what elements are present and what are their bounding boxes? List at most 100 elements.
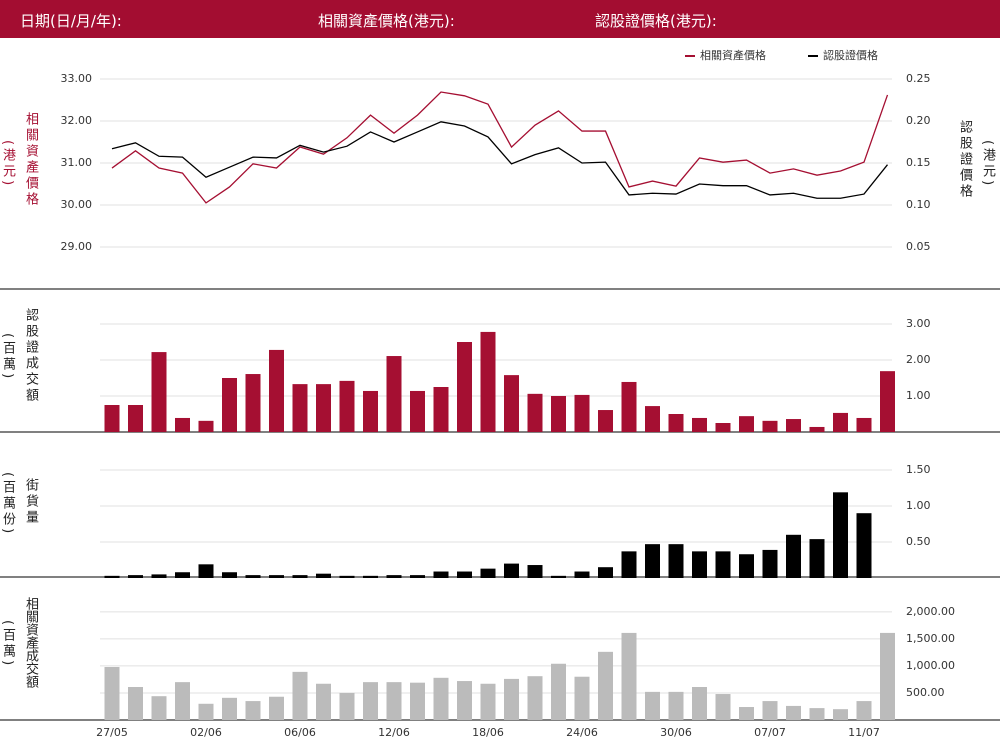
bar <box>645 691 660 720</box>
bar <box>457 571 472 578</box>
bar <box>715 551 731 578</box>
bar <box>316 384 331 432</box>
y2-unit: (港元) <box>980 140 995 189</box>
bar <box>762 420 778 432</box>
bar <box>621 381 637 432</box>
bar <box>480 683 496 720</box>
bar <box>621 632 637 720</box>
bar <box>551 396 566 432</box>
y-unit: (百萬份) <box>0 472 15 537</box>
bar <box>574 394 590 432</box>
bar <box>457 681 472 720</box>
header-bar: 日期(日/月/年): 相關資產價格(港元): 認股證價格(港元): <box>0 0 1000 38</box>
y-tick-label: 2.00 <box>906 353 931 366</box>
bar <box>222 697 237 720</box>
x-tick-label: 30/06 <box>660 726 692 739</box>
y-label: 相關資產價格 <box>23 112 38 208</box>
y-unit: (百萬) <box>0 620 15 669</box>
y-tick-label: 3.00 <box>906 317 931 330</box>
y-unit: (百萬) <box>0 333 15 382</box>
y2-tick-label: 0.10 <box>906 198 931 211</box>
bar <box>598 651 613 720</box>
y-tick-label: 33.00 <box>61 72 93 85</box>
bar <box>386 682 402 720</box>
bar <box>833 492 848 578</box>
y-tick-label: 1,000.00 <box>906 659 955 672</box>
bar <box>715 423 731 432</box>
bar <box>621 551 637 578</box>
x-tick-label: 07/07 <box>754 726 786 739</box>
bar <box>292 384 308 432</box>
bar <box>410 575 425 578</box>
bar <box>175 417 190 432</box>
bar <box>433 571 449 578</box>
bar <box>786 534 801 578</box>
bar <box>433 677 449 720</box>
bar <box>410 390 425 432</box>
bar <box>245 374 261 432</box>
bar <box>151 574 167 578</box>
bar <box>316 683 331 720</box>
y-tick-label: 32.00 <box>61 114 93 127</box>
x-tick-label: 27/05 <box>96 726 128 739</box>
y-tick-label: 31.00 <box>61 156 93 169</box>
bar <box>269 575 284 578</box>
y-tick-label: 30.00 <box>61 198 93 211</box>
bar <box>292 575 308 578</box>
bar <box>809 426 825 432</box>
bar <box>856 513 872 578</box>
underlying-label: 相關資產價格(港元): <box>318 12 455 30</box>
y-tick-label: 29.00 <box>61 240 93 253</box>
legend-label: 認股證價格 <box>823 48 878 62</box>
bar <box>339 692 355 720</box>
bar <box>786 419 801 432</box>
y2-tick-label: 0.15 <box>906 156 931 169</box>
line-series <box>111 91 889 204</box>
bar <box>151 352 167 432</box>
bar <box>574 571 590 578</box>
bar <box>198 564 214 578</box>
bar <box>692 417 707 432</box>
x-tick-label: 24/06 <box>566 726 598 739</box>
bar <box>104 405 120 432</box>
bar <box>363 390 378 432</box>
bar <box>175 572 190 578</box>
bar <box>880 371 895 432</box>
bar <box>292 671 308 720</box>
bar <box>339 575 355 578</box>
bar <box>410 682 425 720</box>
y2-tick-label: 0.05 <box>906 240 931 253</box>
y-label: 相關資產成交額 <box>23 597 38 688</box>
bar <box>833 412 848 432</box>
y2-label: 認股證價格 <box>957 120 972 200</box>
bar <box>645 544 660 578</box>
y-label: 認股證成交額 <box>23 308 38 404</box>
bar <box>386 356 402 432</box>
bar <box>762 701 778 720</box>
bar <box>128 405 143 432</box>
bar <box>104 666 120 720</box>
bar <box>269 696 284 720</box>
x-tick-label: 06/06 <box>284 726 316 739</box>
x-tick-label: 11/07 <box>848 726 880 739</box>
bar <box>128 687 143 720</box>
x-tick-label: 12/06 <box>378 726 410 739</box>
y-tick-label: 1.00 <box>906 499 931 512</box>
bar <box>668 414 684 432</box>
y-tick-label: 0.50 <box>906 535 931 548</box>
bar <box>856 417 872 432</box>
bar <box>739 554 754 578</box>
bar <box>222 572 237 578</box>
bar <box>386 575 402 578</box>
bar <box>480 331 496 432</box>
bar <box>551 575 566 578</box>
y-tick-label: 500.00 <box>906 686 945 699</box>
bar <box>175 682 190 720</box>
y-tick-label: 1,500.00 <box>906 632 955 645</box>
bar <box>739 707 754 720</box>
bar <box>433 387 449 432</box>
bar <box>880 632 895 720</box>
bar <box>504 375 519 432</box>
